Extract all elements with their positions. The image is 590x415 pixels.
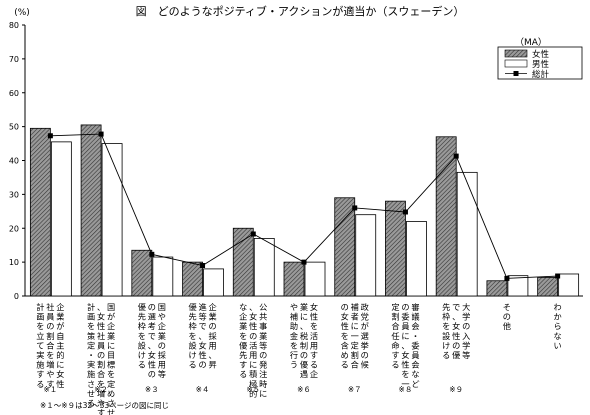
total-point (149, 251, 155, 257)
footnote: ※１～※９は32～33ページの図に同じ (40, 401, 169, 410)
y-ticks: 0 10 20 30 40 50 60 70 80 (9, 21, 25, 301)
bar-female (486, 280, 508, 297)
bars (29, 124, 580, 297)
x-category-note: ※７ (348, 385, 362, 394)
bar-male (304, 261, 326, 297)
y-tick-label: 50 (9, 123, 19, 132)
x-category-note: ※４ (196, 385, 210, 394)
total-line-path (50, 133, 558, 279)
bar-male (507, 275, 529, 297)
total-point (504, 275, 510, 281)
y-tick-label: 80 (9, 21, 19, 30)
bar-male (50, 141, 72, 297)
bar-female (283, 261, 305, 297)
bar-male (203, 268, 224, 297)
total-point (301, 259, 307, 265)
total-point (453, 153, 459, 159)
x-category-note: ※８ (399, 385, 413, 394)
y-tick-label: 70 (9, 55, 19, 64)
x-category-label: 審議会・委員会などの委員に、女性を一定割合任命する (391, 302, 419, 389)
legend-swatch-male (504, 59, 528, 68)
bar-male (253, 238, 275, 297)
total-point (402, 209, 408, 215)
legend-label-female: 女性 (532, 49, 550, 60)
bar-female (537, 276, 559, 297)
legend-swatch-female (504, 49, 528, 58)
x-category-note: ※１ (43, 385, 57, 394)
x-labels: 企業が自主的に女性社員の割合を増やす計画を立て実施する※１ 国が企業に目標を定めさ… (36, 302, 561, 415)
x-category-label: 政党が選挙の候補者に一定割合の女性を含める (341, 302, 369, 370)
y-tick-label: 0 (14, 292, 19, 301)
total-point (200, 263, 206, 269)
x-category-label: 企業が自主的に女性社員の割合を増やす計画を立て実施する (36, 302, 64, 389)
bar-male (558, 273, 580, 297)
x-category-label: 大学の入学等で、女性の優先枠を設ける (442, 302, 470, 360)
x-category-label: 企業の採用、昇進等で、女性の優先枠を設ける (188, 302, 216, 370)
chart-title: 図 どのようなポジティブ・アクションが適当か（スウェーデン） (136, 4, 465, 18)
y-tick-label: 30 (9, 190, 19, 199)
y-unit-label: (%) (14, 8, 30, 18)
y-tick-label: 60 (9, 89, 19, 98)
bar-female (334, 197, 356, 297)
bar-male (152, 256, 174, 297)
bar-male (406, 221, 427, 297)
y-tick-label: 10 (9, 258, 19, 267)
bar-female (29, 127, 51, 297)
legend-ma-note: （MA） (515, 37, 547, 48)
bar-male (101, 143, 123, 297)
x-category-note: ※２ (94, 385, 108, 394)
bar-male (456, 171, 478, 297)
bar-female (232, 227, 254, 297)
x-category-label: 女性を活用する企業に、税制の優遇や補助金を行う (290, 302, 318, 379)
legend-marker-total (513, 71, 519, 76)
x-category-label: わからない (554, 302, 562, 350)
total-point (250, 231, 256, 237)
x-category-note: ※５ (246, 385, 260, 394)
bar-male (355, 214, 377, 297)
total-point (352, 205, 358, 211)
x-category-label: その他 (503, 302, 511, 331)
x-category-note: ※６ (297, 385, 311, 394)
total-point (555, 273, 561, 279)
x-category-label: 公共事業等の発注時に、女性の活用に積極的な企業を優先する (239, 302, 267, 398)
total-point (98, 131, 104, 137)
total-point (47, 133, 53, 139)
x-category-note: ※３ (145, 385, 159, 394)
x-category-label: 国や企業の採用等の選考で、女性の優先枠を設ける (138, 302, 166, 379)
y-tick-label: 20 (9, 224, 19, 233)
legend-label-total: 総計 (532, 69, 550, 80)
legend-label-male: 男性 (532, 59, 550, 70)
bar-female (385, 200, 406, 297)
bar-female (80, 124, 102, 297)
x-category-label: 国が企業に目標を定めさせ、女性社員の割合を増やす計画を策定・実施させる (87, 302, 115, 415)
bar-female (435, 136, 457, 297)
bar-female (182, 261, 203, 297)
y-tick-label: 40 (9, 157, 19, 166)
total-line (47, 131, 561, 281)
x-category-note: ※９ (449, 385, 463, 394)
legend: （MA） 女性 男性 総計 (497, 37, 583, 80)
bar-female (131, 249, 153, 297)
